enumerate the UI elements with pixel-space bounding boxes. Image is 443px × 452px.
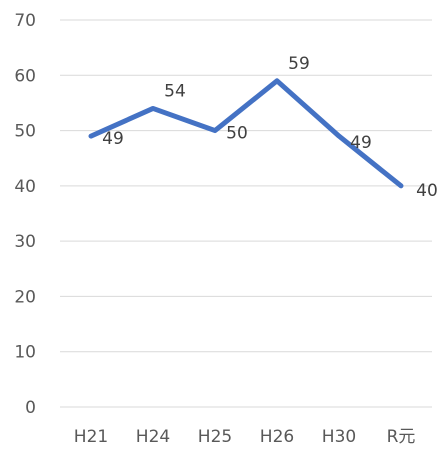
- gridlines: [60, 19, 432, 408]
- y-tick-label: 50: [14, 122, 36, 142]
- x-tick-label: H26: [260, 427, 294, 447]
- series-line-0: [88, 78, 404, 189]
- y-tick-label: 10: [14, 343, 36, 363]
- x-tick-label: H24: [136, 427, 170, 447]
- data-label: 49: [102, 129, 124, 149]
- data-label: 49: [350, 133, 372, 153]
- y-tick-label: 60: [14, 66, 36, 86]
- y-tick-label: 70: [14, 11, 36, 31]
- y-tick-label: 30: [14, 232, 36, 252]
- x-tick-label: H25: [198, 427, 232, 447]
- x-axis: H21 H24 H25 H26 H30 R元: [74, 427, 416, 447]
- data-label: 59: [288, 54, 310, 74]
- data-label: 40: [416, 181, 438, 201]
- series: [88, 78, 404, 189]
- data-labels: 49 54 50 59 49 40: [102, 54, 438, 201]
- x-tick-label: H30: [322, 427, 356, 447]
- y-tick-label: 40: [14, 177, 36, 197]
- data-label: 54: [164, 81, 186, 101]
- y-tick-label: 0: [25, 398, 36, 418]
- x-tick-label: H21: [74, 427, 108, 447]
- y-axis: 0 10 20 30 40 50 60 70: [14, 11, 36, 418]
- x-tick-label: R元: [387, 427, 416, 447]
- y-tick-label: 20: [14, 287, 36, 307]
- data-label: 50: [226, 124, 248, 144]
